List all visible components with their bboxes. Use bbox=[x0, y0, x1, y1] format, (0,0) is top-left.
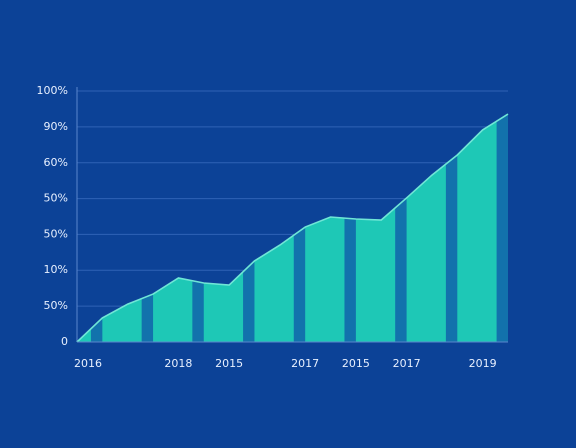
stripe bbox=[395, 114, 407, 342]
x-tick-label: 2015 bbox=[342, 357, 370, 370]
line bbox=[76, 113, 509, 343]
x-tick-label: 2019 bbox=[469, 357, 497, 370]
y-tick-label: 90% bbox=[44, 120, 68, 133]
y-tick-label: 10% bbox=[44, 263, 68, 276]
stripe bbox=[344, 114, 356, 342]
x-tick-label: 2018 bbox=[164, 357, 192, 370]
stripe bbox=[445, 114, 458, 342]
y-tick-label: 60% bbox=[44, 156, 68, 169]
x-tick-label: 2017 bbox=[393, 357, 421, 370]
x-tick-label: 2016 bbox=[74, 357, 102, 370]
x-tick-label: 2015 bbox=[215, 357, 243, 370]
y-tick-label: 50% bbox=[44, 192, 68, 205]
y-tick-label: 100% bbox=[37, 84, 68, 97]
y-tick-label: 50% bbox=[44, 227, 68, 240]
x-tick-label: 2017 bbox=[291, 357, 319, 370]
y-tick-label: 50% bbox=[44, 299, 68, 312]
stripe bbox=[496, 114, 508, 342]
y-tick-label: 0 bbox=[61, 335, 68, 348]
